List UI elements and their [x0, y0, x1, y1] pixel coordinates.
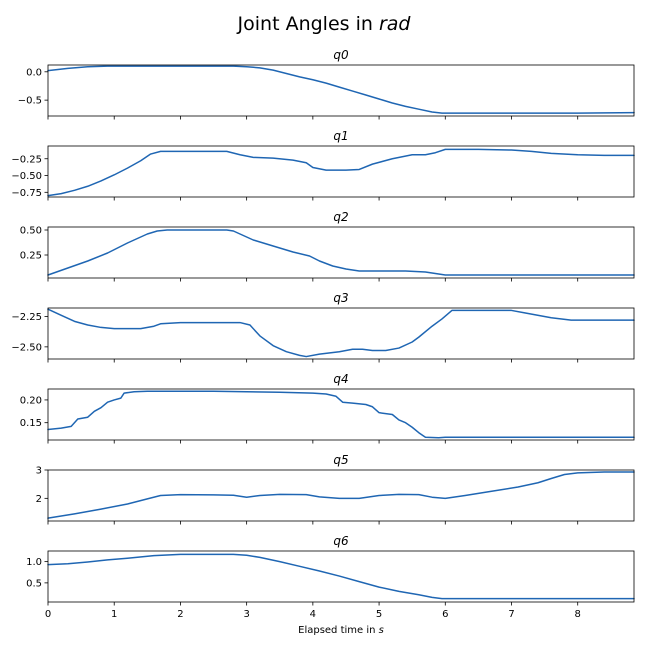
figure-title-unit: rad — [379, 13, 411, 35]
subplot-q0: q0 0.0 −0.5 — [18, 48, 635, 120]
x-axis-label-unit: s — [379, 625, 384, 636]
axes-frame — [47, 469, 635, 522]
y-tick-label: 0.25 — [20, 251, 42, 262]
subplot-title: q0 — [333, 48, 349, 62]
x-tick-label: 0 — [45, 609, 51, 620]
x-tick-label: 2 — [177, 609, 183, 620]
series-line-q6 — [47, 553, 635, 600]
axes-frame — [47, 388, 635, 441]
x-tick-label: 8 — [575, 609, 581, 620]
y-tick-label: −0.75 — [11, 188, 42, 199]
y-tick-label: −0.50 — [11, 171, 42, 182]
y-tick-label: 0.50 — [20, 226, 42, 237]
subplot-title: q4 — [333, 372, 348, 386]
y-tick-label: −2.50 — [11, 342, 42, 353]
x-tick-label: 3 — [243, 609, 249, 620]
subplot-title: q5 — [333, 453, 348, 467]
series-line-q3 — [47, 308, 635, 358]
subplot-q6: q6 1.0 0.5 0 1 2 3 4 5 6 7 8 — [26, 534, 635, 620]
subplots-group: q00.0−0.5q1−0.25−0.50−0.75q20.500.25q3−2… — [11, 48, 635, 620]
subplot-title: q2 — [333, 210, 348, 224]
x-tick-label: 6 — [442, 609, 448, 620]
x-axis-label: Elapsed time in s — [298, 625, 384, 636]
series-line-q5 — [47, 471, 635, 519]
x-tick-label: 1 — [111, 609, 117, 620]
y-tick-label: 0.15 — [20, 418, 42, 429]
y-tick-label: 3 — [36, 466, 42, 477]
axes-frame — [47, 145, 635, 198]
y-tick-label: −0.25 — [11, 154, 42, 165]
subplot-title: q3 — [333, 291, 348, 305]
x-tick-label: 7 — [508, 609, 514, 620]
series-line-q0 — [47, 65, 635, 114]
axes-frame — [47, 64, 635, 117]
y-tick-label: −2.25 — [11, 312, 42, 323]
y-tick-label: 0.0 — [26, 67, 42, 78]
axes-frame — [47, 307, 635, 360]
figure-title-prefix: Joint Angles in — [237, 13, 379, 35]
series-line-q4 — [47, 390, 635, 439]
axes-frame — [47, 226, 635, 279]
x-tick-label: 4 — [310, 609, 316, 620]
series-line-q2 — [47, 229, 635, 276]
subplot-q5: q5 3 2 — [36, 453, 635, 525]
series-line-q1 — [47, 148, 635, 197]
x-tick-label: 5 — [376, 609, 382, 620]
subplot-q2: q2 0.50 0.25 — [20, 210, 635, 282]
axes-frame — [47, 550, 635, 603]
figure-title: Joint Angles in rad — [237, 13, 412, 35]
y-tick-label: 0.20 — [20, 395, 42, 406]
subplot-q1: q1 −0.25 −0.50 −0.75 — [11, 129, 635, 201]
y-tick-label: 0.5 — [26, 578, 42, 589]
subplot-title: q6 — [333, 534, 349, 548]
subplot-q4: q4 0.20 0.15 — [20, 372, 635, 444]
y-tick-label: 1.0 — [26, 557, 42, 568]
subplot-title: q1 — [333, 129, 348, 143]
y-tick-label: −0.5 — [18, 96, 42, 107]
x-axis-label-prefix: Elapsed time in — [298, 625, 379, 636]
y-tick-label: 2 — [36, 494, 42, 505]
subplot-q3: q3 −2.25 −2.50 — [11, 291, 635, 363]
